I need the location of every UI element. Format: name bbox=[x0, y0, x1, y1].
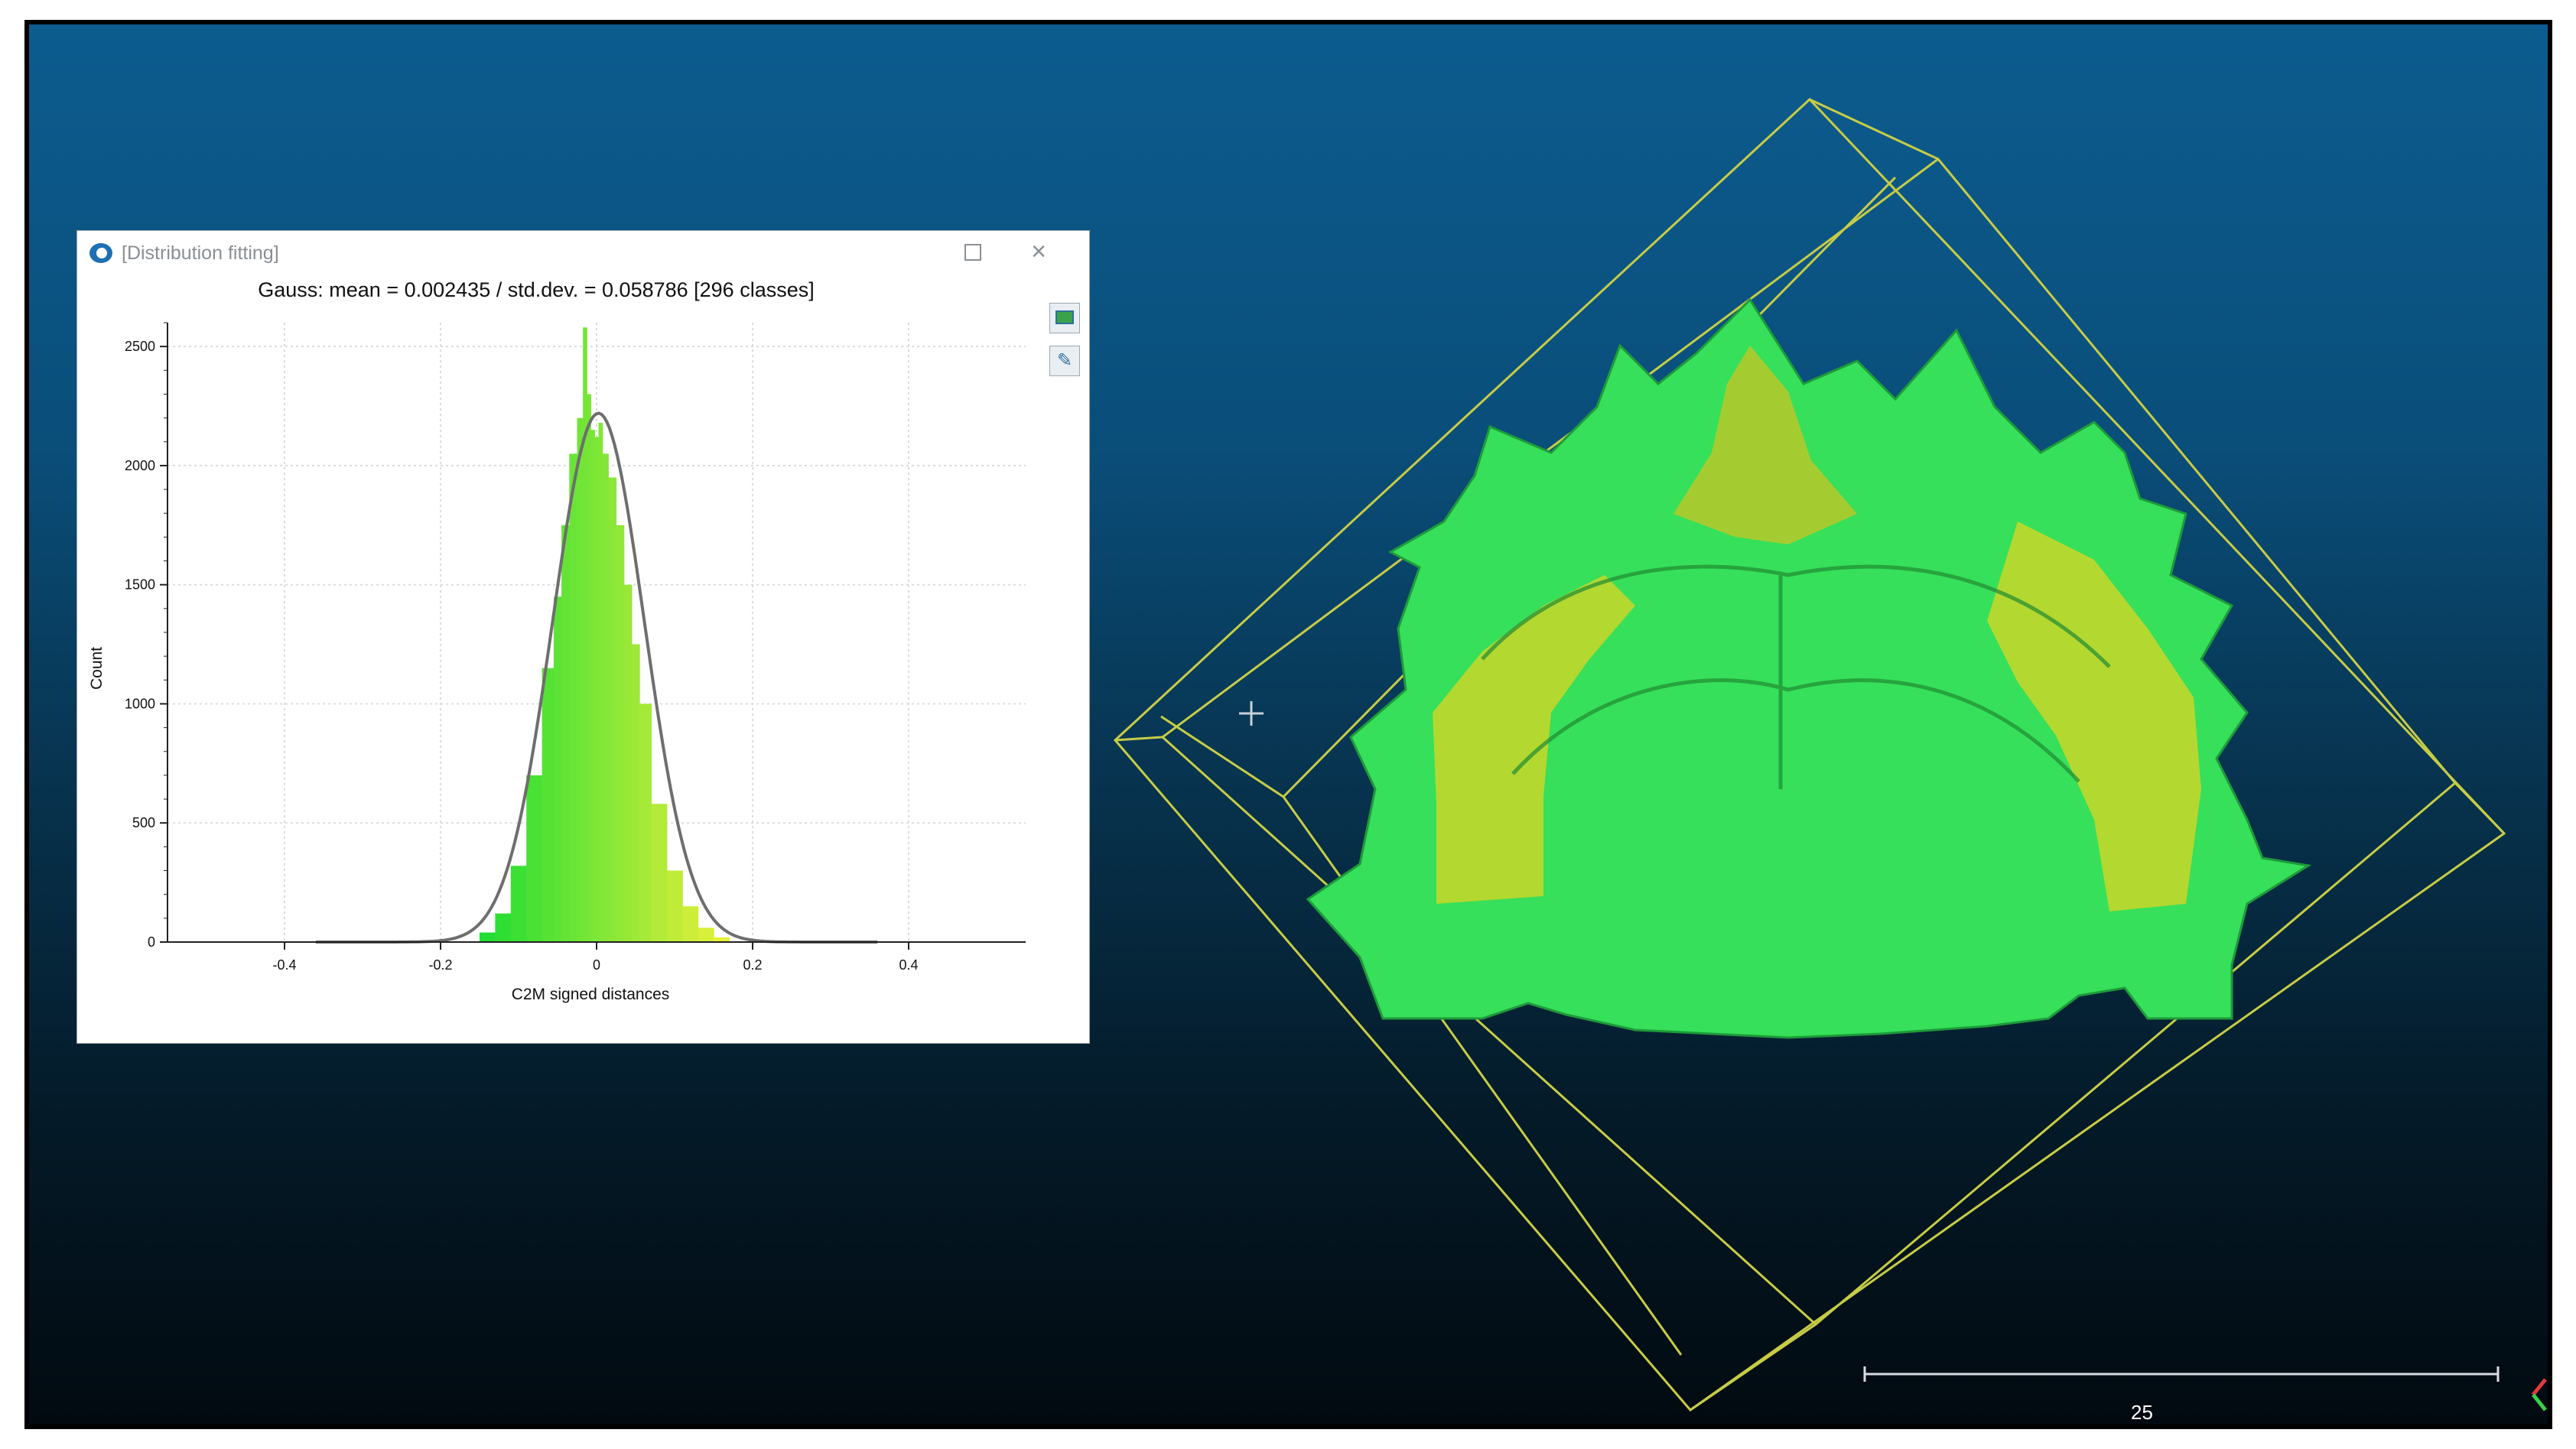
settings-button[interactable]: ✎ bbox=[1049, 346, 1080, 376]
3d-viewport[interactable]: 25 [Distribution fitting] × Gauss: mean … bbox=[29, 24, 2548, 1425]
dialog-title: [Distribution fitting] bbox=[122, 242, 279, 264]
x-tick-label: 0 bbox=[593, 957, 600, 973]
x-tick-label: 0.4 bbox=[899, 957, 918, 973]
histogram-bar bbox=[542, 668, 555, 942]
histogram-bar bbox=[583, 327, 587, 942]
bbox-edge bbox=[1809, 98, 1939, 161]
histogram-bar bbox=[577, 417, 584, 942]
close-button[interactable]: × bbox=[1026, 239, 1052, 265]
chart-heading: Gauss: mean = 0.002435 / std.dev. = 0.05… bbox=[258, 278, 815, 301]
x-axis-label: C2M signed distances bbox=[512, 986, 670, 1003]
histogram-bars bbox=[480, 327, 730, 942]
mesh-rugae bbox=[1481, 564, 2111, 789]
y-axis-label: Count bbox=[88, 647, 106, 690]
dialog-titlebar[interactable]: [Distribution fitting] × bbox=[77, 231, 1089, 275]
y-tick-label: 2500 bbox=[125, 339, 155, 354]
scale-bar bbox=[1863, 1366, 2500, 1382]
settings-icon: ✎ bbox=[1056, 350, 1073, 371]
histogram-bar bbox=[682, 906, 699, 942]
cloudcompare-app-icon bbox=[89, 243, 112, 263]
histogram-bar bbox=[714, 937, 730, 942]
mesh-deviation-right bbox=[1987, 521, 2201, 911]
scale-bar-label: 25 bbox=[2131, 1401, 2153, 1424]
histogram-bar bbox=[480, 932, 496, 942]
maximize-button[interactable] bbox=[964, 244, 981, 261]
x-tick-label: -0.4 bbox=[272, 957, 296, 973]
y-tick-label: 2000 bbox=[125, 458, 155, 473]
histogram-bar bbox=[587, 394, 591, 942]
bbox-edge bbox=[1114, 736, 1163, 742]
histogram-bar bbox=[526, 775, 543, 942]
axis-gizmo-icon bbox=[2532, 1378, 2547, 1412]
histogram-bar bbox=[602, 453, 609, 942]
histogram-bar bbox=[698, 928, 714, 942]
y-tick-label: 1500 bbox=[125, 577, 155, 593]
x-tick-label: 0.2 bbox=[743, 957, 762, 973]
histogram-bar bbox=[666, 870, 683, 942]
y-tick-label: 500 bbox=[132, 815, 155, 830]
histogram-bar bbox=[608, 477, 617, 942]
crosshair-icon bbox=[1239, 701, 1264, 726]
histogram-bar bbox=[631, 644, 640, 942]
mesh-surface bbox=[1306, 297, 2312, 1039]
histogram-bar bbox=[598, 422, 603, 942]
histogram-chart[interactable]: -0.4 -0.2 0 0.2 0.4 0 500 1000 1500 2000 2500 C2M … bbox=[77, 307, 1049, 1041]
histogram-bar bbox=[594, 437, 600, 942]
3d-scene[interactable] bbox=[29, 24, 2548, 1425]
histogram-bar bbox=[561, 525, 570, 942]
export-button[interactable] bbox=[1049, 303, 1080, 333]
screenshot-frame: 25 [Distribution fitting] × Gauss: mean … bbox=[24, 20, 2552, 1429]
histogram-bar bbox=[639, 703, 652, 942]
export-icon bbox=[1055, 310, 1074, 324]
close-icon: × bbox=[1031, 237, 1046, 266]
histogram-bar bbox=[616, 525, 625, 942]
histogram-bar bbox=[553, 596, 562, 942]
mesh-deviation-palatal bbox=[1673, 346, 1857, 544]
distribution-fitting-dialog[interactable]: [Distribution fitting] × Gauss: mean = 0… bbox=[77, 231, 1089, 1043]
dental-mesh[interactable] bbox=[1306, 297, 2312, 1039]
histogram-bar bbox=[590, 430, 596, 942]
histogram-bar bbox=[623, 584, 633, 942]
bbox-edge bbox=[1160, 715, 1284, 798]
chart-axes: -0.4 -0.2 0 0.2 0.4 0 500 1000 1500 2000 2500 bbox=[125, 322, 1026, 973]
bbox-edge bbox=[1690, 1323, 1817, 1412]
histogram-bar bbox=[510, 866, 527, 942]
histogram-bar bbox=[569, 453, 578, 942]
x-tick-label: -0.2 bbox=[428, 957, 452, 973]
y-tick-label: 0 bbox=[148, 934, 155, 950]
y-tick-label: 1000 bbox=[125, 696, 155, 711]
bbox-edge bbox=[2454, 781, 2506, 835]
histogram-bar bbox=[651, 804, 668, 942]
histogram-bar bbox=[495, 913, 512, 942]
